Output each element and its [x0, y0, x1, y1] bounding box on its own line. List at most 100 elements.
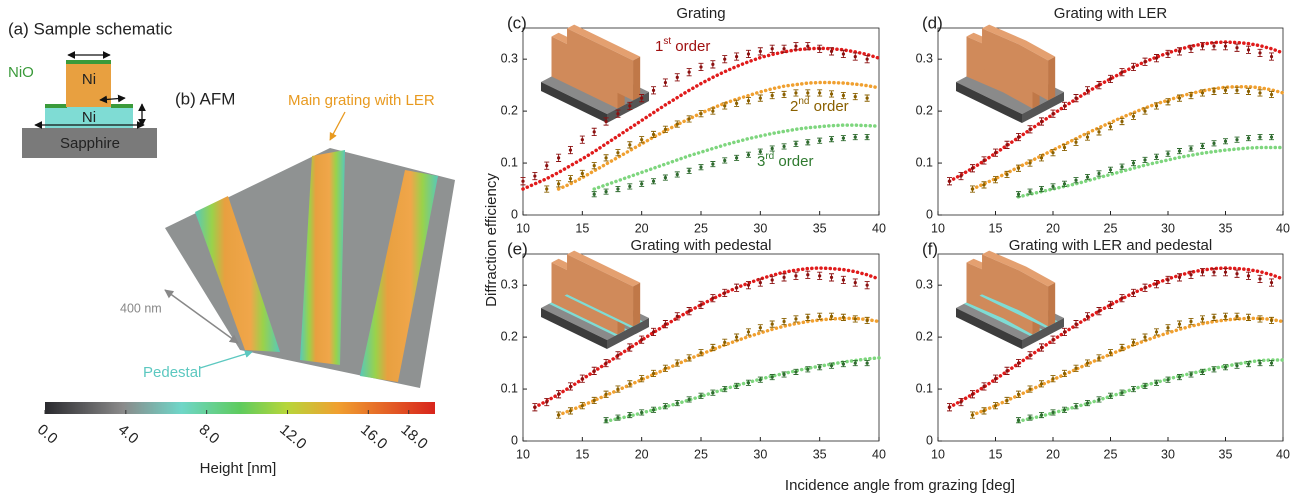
data-point [1166, 378, 1170, 382]
inset-ridge [567, 250, 641, 287]
annotation-superscript: nd [798, 96, 809, 107]
data-point [829, 92, 834, 96]
data-point [628, 143, 632, 147]
annotation: 1st order [655, 36, 710, 55]
data-point [1016, 166, 1021, 170]
data-point [604, 418, 608, 422]
data-point [1039, 156, 1044, 160]
data-point [1258, 317, 1262, 321]
data-point [1062, 408, 1067, 412]
data-point [1189, 93, 1193, 98]
data-point [545, 187, 549, 191]
data-point [1016, 418, 1021, 422]
data-point [533, 174, 537, 178]
data-point [1143, 384, 1147, 388]
data-point [1235, 138, 1239, 142]
x-tick-label: 15 [575, 221, 589, 235]
data-point [568, 409, 573, 413]
data-point [853, 135, 857, 139]
x-tick-label: 10 [931, 221, 945, 235]
data-point [1097, 356, 1101, 360]
data-point [1154, 330, 1159, 334]
data-point [1039, 187, 1044, 191]
data-point [675, 122, 679, 126]
data-point [746, 330, 751, 334]
dimension-arrow [99, 94, 126, 104]
data-point [1143, 109, 1147, 113]
annotation-text: order [671, 38, 710, 55]
data-point [1166, 52, 1170, 56]
data-point [1212, 44, 1216, 48]
data-point [841, 52, 846, 56]
afm-ridge [195, 196, 280, 352]
data-point [521, 179, 525, 183]
inset-ridge [982, 24, 1056, 61]
simulation-line [556, 316, 881, 417]
data-point [687, 117, 691, 121]
chart-title: Grating with pedestal [631, 237, 772, 254]
data-point [616, 416, 620, 420]
data-point [1085, 175, 1090, 179]
x-tick-label: 40 [1276, 221, 1290, 235]
data-point [1269, 318, 1274, 323]
x-tick-label: 40 [872, 221, 886, 235]
data-point [1200, 144, 1205, 148]
data-point [1269, 280, 1274, 285]
data-point [735, 286, 739, 290]
annotation-arrow [199, 350, 253, 369]
data-point [993, 178, 998, 182]
data-point [1212, 270, 1216, 274]
data-point [1212, 89, 1216, 93]
data-point [1108, 168, 1113, 172]
data-point [841, 362, 846, 366]
data-point [1246, 48, 1251, 52]
data-point [770, 146, 774, 151]
data-point [663, 366, 668, 370]
colorbar-tick-label: 12.0 [276, 421, 309, 453]
data-point [592, 192, 596, 196]
y-tick-label: 0.1 [501, 381, 518, 395]
data-point [1246, 315, 1251, 319]
data-point [794, 44, 798, 48]
data-point [1212, 315, 1216, 319]
data-point [640, 410, 644, 415]
data-point [1108, 77, 1113, 81]
data-point [1143, 60, 1147, 64]
panel-label: (b) AFM [175, 89, 235, 108]
data-point [557, 413, 561, 417]
data-point [1028, 416, 1032, 420]
data-point [1097, 171, 1101, 176]
data-point [616, 387, 620, 391]
data-point [1074, 366, 1078, 370]
data-point [1258, 51, 1262, 55]
data-point [1258, 361, 1262, 365]
afm-ridge [300, 150, 345, 365]
data-point [1246, 89, 1251, 93]
inset-base [541, 308, 607, 349]
inset-base [1022, 318, 1064, 349]
colorbar [45, 402, 435, 414]
data-point [746, 52, 751, 56]
simulation-line [1016, 145, 1285, 199]
data-point [1212, 367, 1216, 371]
x-tick-label: 40 [1276, 447, 1290, 461]
data-point [1223, 270, 1228, 274]
data-point [1177, 96, 1182, 100]
layer-label: Ni [82, 71, 96, 88]
data-point [1235, 46, 1239, 50]
data-point [699, 112, 703, 116]
simulation-line [1016, 358, 1285, 424]
simulation-line [970, 316, 1285, 417]
data-point [1005, 143, 1009, 147]
data-point [1177, 49, 1182, 53]
data-point [663, 80, 668, 85]
data-point [1223, 139, 1228, 143]
colorbar-tick-label: 0.0 [34, 421, 61, 447]
x-axis-label: Incidence angle from grazing [deg] [785, 477, 1015, 494]
y-tick-label: 0 [926, 433, 933, 447]
y-tick-label: 0 [511, 207, 518, 221]
data-point [959, 174, 963, 178]
data-point [1269, 361, 1274, 365]
x-tick-label: 10 [516, 221, 530, 235]
x-tick-label: 20 [635, 221, 649, 235]
